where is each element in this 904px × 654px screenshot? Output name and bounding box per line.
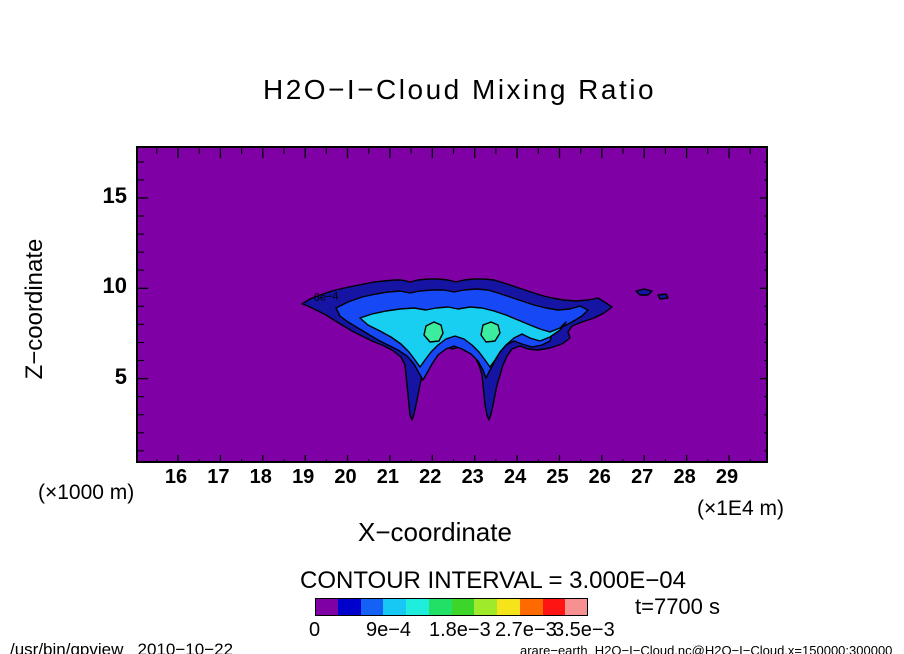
- svg-text:6e−4: 6e−4: [313, 290, 339, 304]
